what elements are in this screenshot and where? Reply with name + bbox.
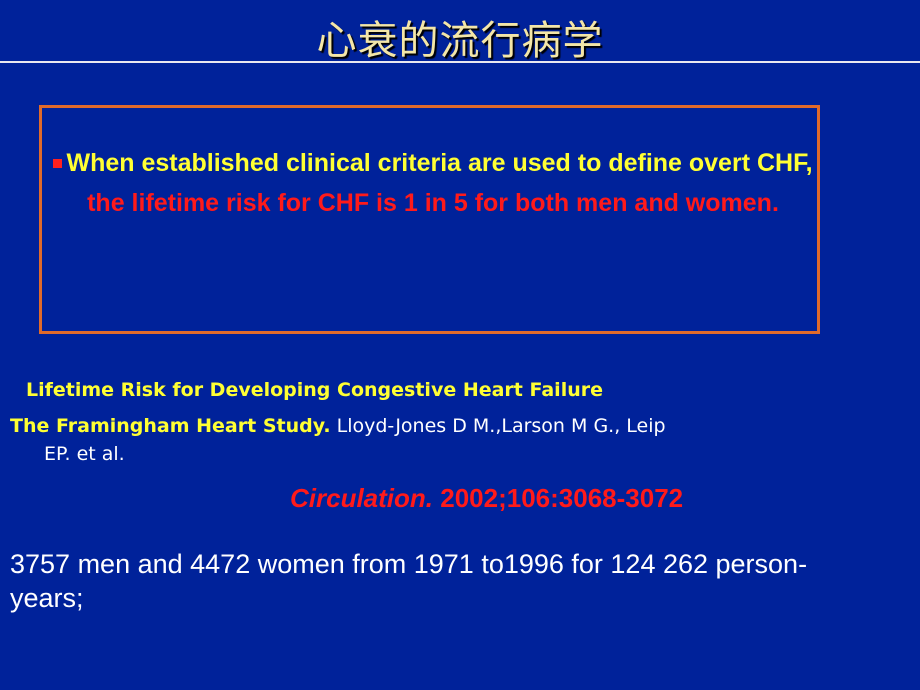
highlight-box (39, 105, 820, 334)
authors-line1: Lloyd-Jones D M.,Larson M G., Leip (330, 415, 666, 437)
journal-citation: Circulation. 2002;106:3068-3072 (290, 483, 683, 514)
authors-line2: EP. et al. (44, 443, 125, 465)
text-yellow: When established clinical criteria are u… (66, 149, 813, 177)
text-red: the lifetime risk for CHF is 1 in 5 for … (87, 189, 772, 217)
title-divider (0, 61, 920, 63)
journal-name: Circulation. (290, 483, 434, 513)
study-stats: 3757 men and 4472 women from 1971 to1996… (10, 549, 808, 613)
square-bullet-icon (53, 159, 63, 168)
study-name: The Framingham Heart Study. (10, 415, 331, 437)
slide-title: 心衰的流行病学 (316, 18, 604, 64)
article-title: Lifetime Risk for Developing Congestive … (26, 379, 603, 401)
journal-details: 2002;106:3068-3072 (433, 483, 684, 513)
text-end: . (771, 189, 779, 217)
highlight-text: When established clinical criteria are u… (46, 143, 820, 223)
reference-citation: The Framingham Heart Study. Lloyd-Jones … (10, 412, 820, 468)
